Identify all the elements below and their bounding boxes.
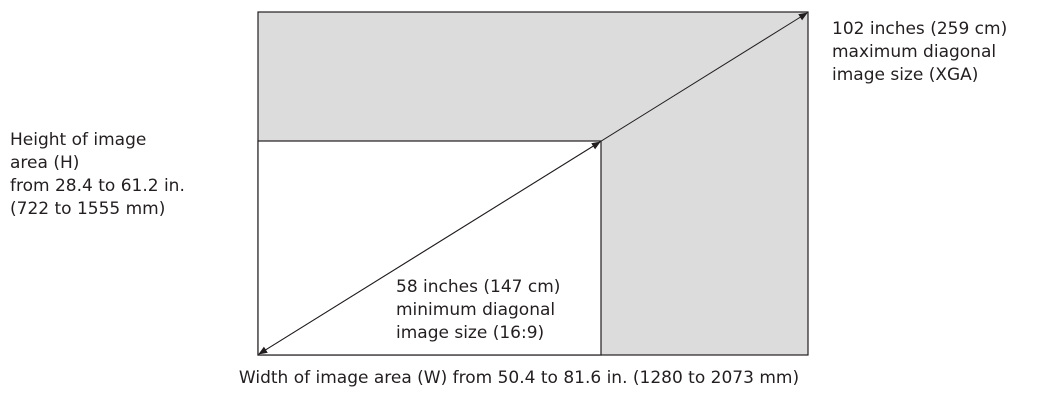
maximum-diagonal-label: 102 inches (259 cm) maximum diagonal ima… <box>832 18 1007 87</box>
height-label-line: Height of image <box>10 130 147 150</box>
height-label-line: (722 to 1555 mm) <box>10 199 166 219</box>
height-label-line: from 28.4 to 61.2 in. <box>10 176 185 196</box>
minimum-diagonal-label-line: image size (16:9) <box>396 323 545 343</box>
maximum-diagonal-label-line: maximum diagonal <box>832 42 997 62</box>
width-label: Width of image area (W) from 50.4 to 81.… <box>238 368 800 388</box>
height-label-line: area (H) <box>10 153 80 173</box>
maximum-diagonal-label-line: 102 inches (259 cm) <box>832 19 1008 39</box>
minimum-diagonal-label-line: minimum diagonal <box>396 300 556 320</box>
minimum-diagonal-arrow <box>258 141 601 355</box>
minimum-diagonal-label: 58 inches (147 cm) minimum diagonal imag… <box>396 276 560 345</box>
height-label: Height of image area (H) from 28.4 to 61… <box>10 129 185 221</box>
maximum-diagonal-label-line: image size (XGA) <box>832 65 979 85</box>
minimum-diagonal-label-line: 58 inches (147 cm) <box>396 277 561 297</box>
